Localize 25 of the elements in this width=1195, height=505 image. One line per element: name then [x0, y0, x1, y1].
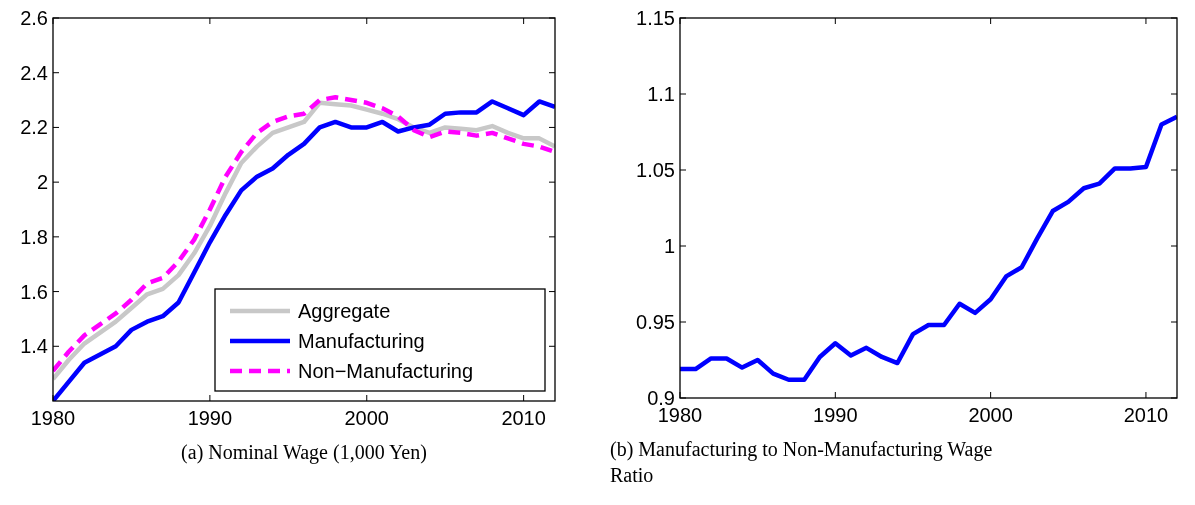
y-tick-label: 2.2 — [20, 116, 48, 139]
y-tick-label: 1 — [663, 235, 675, 257]
y-tick-label: 1.05 — [636, 159, 675, 181]
legend-label: Manufacturing — [298, 330, 425, 352]
y-tick-label: 1.6 — [20, 280, 48, 303]
line-series — [680, 114, 1177, 383]
x-tick-label: 2010 — [501, 407, 546, 429]
y-tick-label: 2.4 — [20, 61, 48, 84]
y-tick-label: 1.4 — [20, 335, 48, 358]
y-tick-label: 1.15 — [636, 7, 675, 29]
legend-label: Aggregate — [298, 300, 391, 322]
y-tick-label: 1.1 — [647, 83, 675, 105]
x-tick-label: 1990 — [187, 407, 233, 429]
legend-label: Non−Manufacturing — [298, 360, 474, 382]
y-tick-label: 2 — [36, 171, 48, 194]
x-tick-label: 2010 — [1123, 404, 1169, 426]
x-tick-label: 2000 — [968, 404, 1013, 426]
x-tick-label: 1980 — [30, 407, 76, 429]
text: (b) Manufacturing to Non-Manufacturing Wage Ratio — [610, 438, 993, 486]
text: (a) Nominal Wage (1,000 Yen) — [181, 441, 427, 464]
x-tick-label: 1990 — [813, 404, 858, 426]
x-tick-label: 2000 — [344, 407, 389, 429]
y-tick-label: 0.95 — [636, 311, 675, 333]
y-tick-label: 1.8 — [20, 225, 48, 248]
y-tick-label: 2.6 — [20, 7, 48, 29]
